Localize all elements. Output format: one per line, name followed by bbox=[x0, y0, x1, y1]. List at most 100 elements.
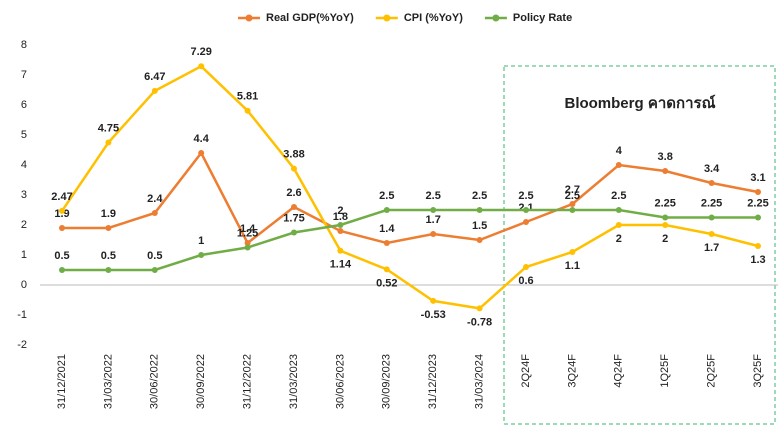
x-tick-label: 30/09/2022 bbox=[195, 354, 207, 409]
point bbox=[244, 244, 251, 251]
point bbox=[755, 214, 761, 221]
x-tick-label: 30/06/2022 bbox=[149, 354, 161, 409]
x-tick-label: 31/12/2021 bbox=[56, 354, 68, 409]
point bbox=[615, 162, 622, 168]
point bbox=[615, 222, 622, 228]
data-label: 1.1 bbox=[565, 260, 580, 272]
data-label: 4.75 bbox=[98, 122, 119, 134]
series-line bbox=[62, 150, 759, 245]
x-tick-label: 3Q25F bbox=[752, 354, 764, 388]
data-label: 5.81 bbox=[237, 91, 258, 103]
point bbox=[383, 207, 390, 213]
data-label: 2.25 bbox=[701, 197, 722, 209]
point bbox=[569, 249, 576, 255]
point bbox=[59, 207, 65, 214]
data-label: 2.5 bbox=[379, 190, 394, 202]
data-label: 2.5 bbox=[611, 190, 626, 202]
forecast-box bbox=[503, 65, 776, 425]
point bbox=[523, 207, 529, 213]
legend-label: CPI (%YoY) bbox=[404, 12, 463, 24]
data-label: 1 bbox=[198, 235, 204, 247]
point bbox=[151, 267, 158, 273]
data-label: 3.88 bbox=[283, 149, 304, 161]
data-label: 2.4 bbox=[147, 193, 163, 205]
x-tick-label: 2Q24F bbox=[520, 354, 532, 388]
data-label: 2 bbox=[662, 233, 668, 245]
data-label: 1.9 bbox=[101, 208, 116, 220]
x-tick-label: 31/12/2022 bbox=[242, 354, 254, 409]
data-label: 1.3 bbox=[750, 254, 765, 266]
data-label: 2.25 bbox=[747, 197, 768, 209]
data-label: 1.14 bbox=[330, 259, 352, 271]
point bbox=[105, 139, 112, 146]
data-label: 0.5 bbox=[147, 250, 162, 262]
point bbox=[59, 267, 65, 273]
data-label: 1.8 bbox=[333, 211, 348, 223]
x-tick-label: 30/06/2023 bbox=[334, 354, 346, 409]
data-label: 2.5 bbox=[472, 190, 487, 202]
point bbox=[105, 267, 112, 273]
data-label: 6.47 bbox=[144, 71, 165, 83]
x-tick-label: 3Q24F bbox=[566, 354, 578, 388]
legend-marker bbox=[492, 14, 500, 22]
series-line bbox=[62, 208, 758, 272]
legend-marker bbox=[245, 14, 253, 22]
data-label: 2 bbox=[337, 205, 343, 217]
point bbox=[198, 252, 205, 258]
point bbox=[708, 231, 715, 237]
point bbox=[337, 228, 344, 234]
data-label: 2.7 bbox=[565, 184, 580, 196]
point bbox=[337, 247, 344, 254]
y-tick-label: 0 bbox=[21, 279, 27, 291]
data-label: 1.7 bbox=[426, 214, 441, 226]
data-label: 1.4 bbox=[379, 223, 395, 235]
point bbox=[569, 201, 576, 207]
data-label: 0.6 bbox=[518, 275, 533, 287]
data-label: 2.25 bbox=[654, 197, 675, 209]
y-tick-label: 7 bbox=[21, 69, 27, 81]
data-label: 3.4 bbox=[704, 163, 720, 175]
point bbox=[755, 243, 761, 249]
point bbox=[662, 214, 669, 221]
point bbox=[523, 264, 529, 270]
x-tick-label: 4Q24F bbox=[613, 354, 625, 388]
data-label: 0.52 bbox=[376, 277, 397, 289]
x-tick-label: 1Q25F bbox=[659, 354, 671, 388]
x-tick-label: 31/03/2022 bbox=[102, 354, 114, 409]
data-label: 4 bbox=[616, 145, 623, 157]
point bbox=[476, 305, 483, 312]
x-tick-label: 31/03/2024 bbox=[474, 354, 486, 409]
point bbox=[291, 204, 297, 210]
point bbox=[151, 87, 158, 94]
point bbox=[662, 168, 669, 174]
data-label: -0.53 bbox=[421, 309, 446, 321]
data-label: 4.4 bbox=[194, 133, 210, 145]
data-label: 2.6 bbox=[286, 187, 301, 199]
data-label: 2.5 bbox=[518, 190, 533, 202]
point bbox=[662, 222, 669, 228]
x-tick-label: 31/03/2023 bbox=[288, 354, 300, 409]
data-label: 2 bbox=[616, 233, 622, 245]
point bbox=[476, 237, 483, 243]
data-label: 3.1 bbox=[750, 172, 765, 184]
point bbox=[291, 165, 297, 172]
point bbox=[151, 210, 158, 216]
point bbox=[476, 207, 483, 213]
data-label: 1.25 bbox=[237, 227, 258, 239]
point bbox=[523, 219, 529, 225]
data-label: 1.5 bbox=[472, 220, 487, 232]
point bbox=[59, 225, 65, 231]
data-label: 2.47 bbox=[51, 191, 72, 203]
data-label: 2.5 bbox=[565, 190, 580, 202]
point bbox=[244, 107, 251, 114]
y-tick-label: -2 bbox=[17, 339, 27, 351]
y-tick-label: -1 bbox=[17, 309, 27, 321]
y-tick-label: 1 bbox=[21, 249, 27, 261]
data-label: 1.4 bbox=[240, 223, 256, 235]
point bbox=[105, 225, 112, 231]
y-tick-label: 4 bbox=[21, 159, 27, 171]
point bbox=[430, 297, 437, 304]
point bbox=[244, 240, 251, 246]
point bbox=[198, 63, 205, 70]
